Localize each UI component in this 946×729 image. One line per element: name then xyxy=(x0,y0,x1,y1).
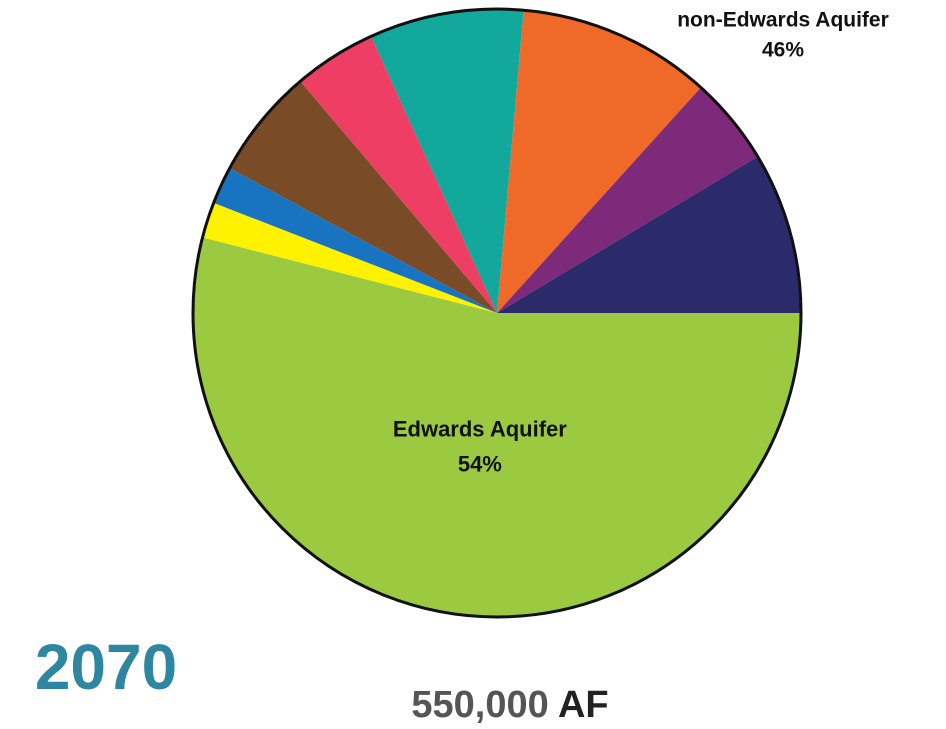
slice xyxy=(497,156,801,313)
slice xyxy=(213,168,497,313)
slice xyxy=(497,10,701,313)
slice xyxy=(371,8,524,313)
slice xyxy=(193,237,802,617)
pie-outline xyxy=(191,7,803,619)
chart-title: 2070 xyxy=(35,631,177,703)
slice xyxy=(300,36,497,313)
group-label: non-Edwards Aquifer xyxy=(677,9,889,32)
slice xyxy=(202,202,497,313)
slice-label: Edwards Aquifer xyxy=(393,417,567,442)
slice xyxy=(229,81,497,314)
total: 550,000 xyxy=(411,684,548,726)
chart-subtitle: 550,000 AF xyxy=(411,684,608,726)
slice xyxy=(497,87,758,313)
slice-value: 54% xyxy=(458,452,502,477)
unit: AF xyxy=(558,684,609,726)
group-value: 46% xyxy=(762,39,804,62)
